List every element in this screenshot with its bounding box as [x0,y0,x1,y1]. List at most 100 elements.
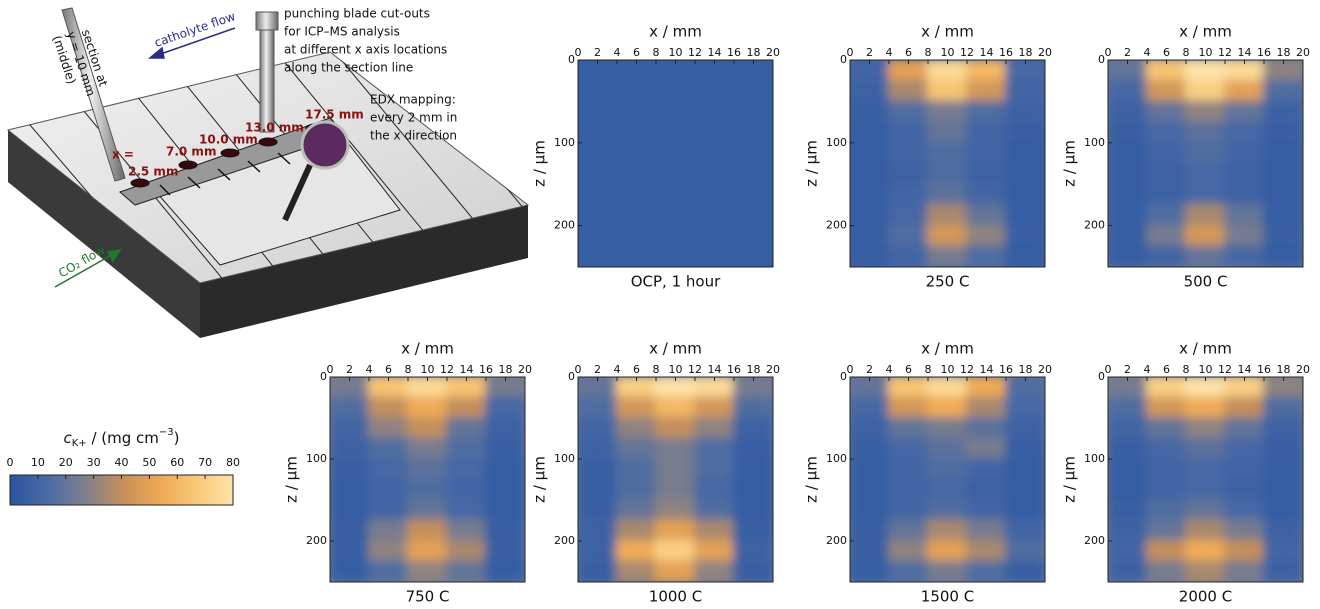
heatmap-cell [1224,142,1265,165]
heatmap-cell [1107,479,1148,502]
heatmap-cell [1263,499,1304,522]
heatmap-cell [1146,499,1187,522]
heatmap-cell [1224,121,1265,144]
heatmap-cell [888,204,929,227]
heatmap-cell [1263,183,1304,206]
heatmap-cell [655,520,696,543]
heatmap-cell [888,80,929,103]
heatmap-cell [927,479,968,502]
punching-blade-head [256,12,278,30]
heatmap-cell [616,540,657,563]
x-tick-label: 8 [405,363,412,376]
x-tick-label: 18 [1277,46,1291,59]
heatmap-cell [1224,417,1265,440]
heatmap-cell [577,540,618,563]
x-tick-label: 18 [499,363,513,376]
x-tick-label: 20 [766,363,780,376]
heatmap-cell [577,204,618,227]
heatmap-cell [966,561,1007,584]
heatmap-cell [616,417,657,440]
heatmap-cell [1005,438,1046,461]
heatmap-cell [849,80,890,103]
location-label: 13.0 mm [245,121,304,135]
heatmap-cell [1146,80,1187,103]
y-axis-label: z / µm [1061,456,1079,503]
heatmap-cell [1185,80,1226,103]
x-tick-label: 12 [960,363,974,376]
heatmap-cell [1107,100,1148,123]
heatmap-cell [1263,397,1304,420]
heatmap-cell [927,458,968,481]
heatmap-cell [694,540,735,563]
heatmap-cell [966,458,1007,481]
heatmap-cell [1146,561,1187,584]
heatmap-cell [368,417,409,440]
heatmap-cell [1107,80,1148,103]
y-axis-label: z / µm [1061,140,1079,187]
x-axis-label: x / mm [921,23,974,41]
heatmap-cell [1005,417,1046,440]
heatmap-cell [655,397,696,420]
heatmap-cell [616,163,657,186]
heatmap-cell [616,458,657,481]
heatmap-cell [1263,204,1304,227]
heatmap-cell [616,225,657,248]
heatmap-cell [733,520,774,543]
colorbar [10,475,233,505]
x-tick-label: 4 [1144,46,1151,59]
heatmap-cell [1005,479,1046,502]
location-label: 2.5 mm [128,165,178,179]
location-label: 10.0 mm [199,133,258,147]
x-tick-label: 16 [999,363,1013,376]
heatmap-cell [694,458,735,481]
heatmap-cell [485,540,526,563]
x-tick-label: 20 [1296,46,1310,59]
heatmap-cell [407,458,448,481]
heatmap-cell [655,458,696,481]
heatmap-cell [577,121,618,144]
heatmap-cell [1185,561,1226,584]
x-tick-label: 20 [766,46,780,59]
heatmap-cell [446,397,487,420]
heatmap-cell [1263,142,1304,165]
x-axis-label: x / mm [1179,340,1232,358]
y-tick-label: 200 [826,534,847,547]
heatmap-cell [655,417,696,440]
heatmap-cell [888,183,929,206]
heatmap-cell [1263,245,1304,268]
heatmap-cells [849,376,1046,583]
heatmap-cell [407,520,448,543]
x-tick-label: 0 [1105,363,1112,376]
heatmap-cell [1263,479,1304,502]
heatmap-cell [733,540,774,563]
panel-caption: 500 C [1184,273,1228,291]
heatmap-cell [888,458,929,481]
heatmap-cell [368,438,409,461]
heatmap-cell [655,540,696,563]
heatmap [1107,59,1304,268]
heatmap-cell [616,438,657,461]
x-tick-label: 16 [479,363,493,376]
heatmap-cell [694,417,735,440]
heatmap-cell [407,540,448,563]
heatmap-cell [888,417,929,440]
heatmap-cell [1224,100,1265,123]
heatmap-cell [733,438,774,461]
heatmap-cell [446,458,487,481]
x-tick-label: 14 [980,46,994,59]
heatmap-cell [694,499,735,522]
x-tick-label: 14 [708,363,722,376]
colorbar-tick-label: 30 [87,456,101,469]
heatmap-cell [655,183,696,206]
heatmap-cell [1146,142,1187,165]
heatmap-cell [849,561,890,584]
heatmap-cell [927,397,968,420]
heatmap-cell [1005,163,1046,186]
heatmap-cell [446,417,487,440]
catholyte-flow-label: catholyte flow [153,9,238,50]
heatmap-cell [966,183,1007,206]
heatmap-cell [733,479,774,502]
x-tick-label: 12 [440,363,454,376]
x-tick-label: 10 [1199,46,1213,59]
heatmap-cell [446,479,487,502]
